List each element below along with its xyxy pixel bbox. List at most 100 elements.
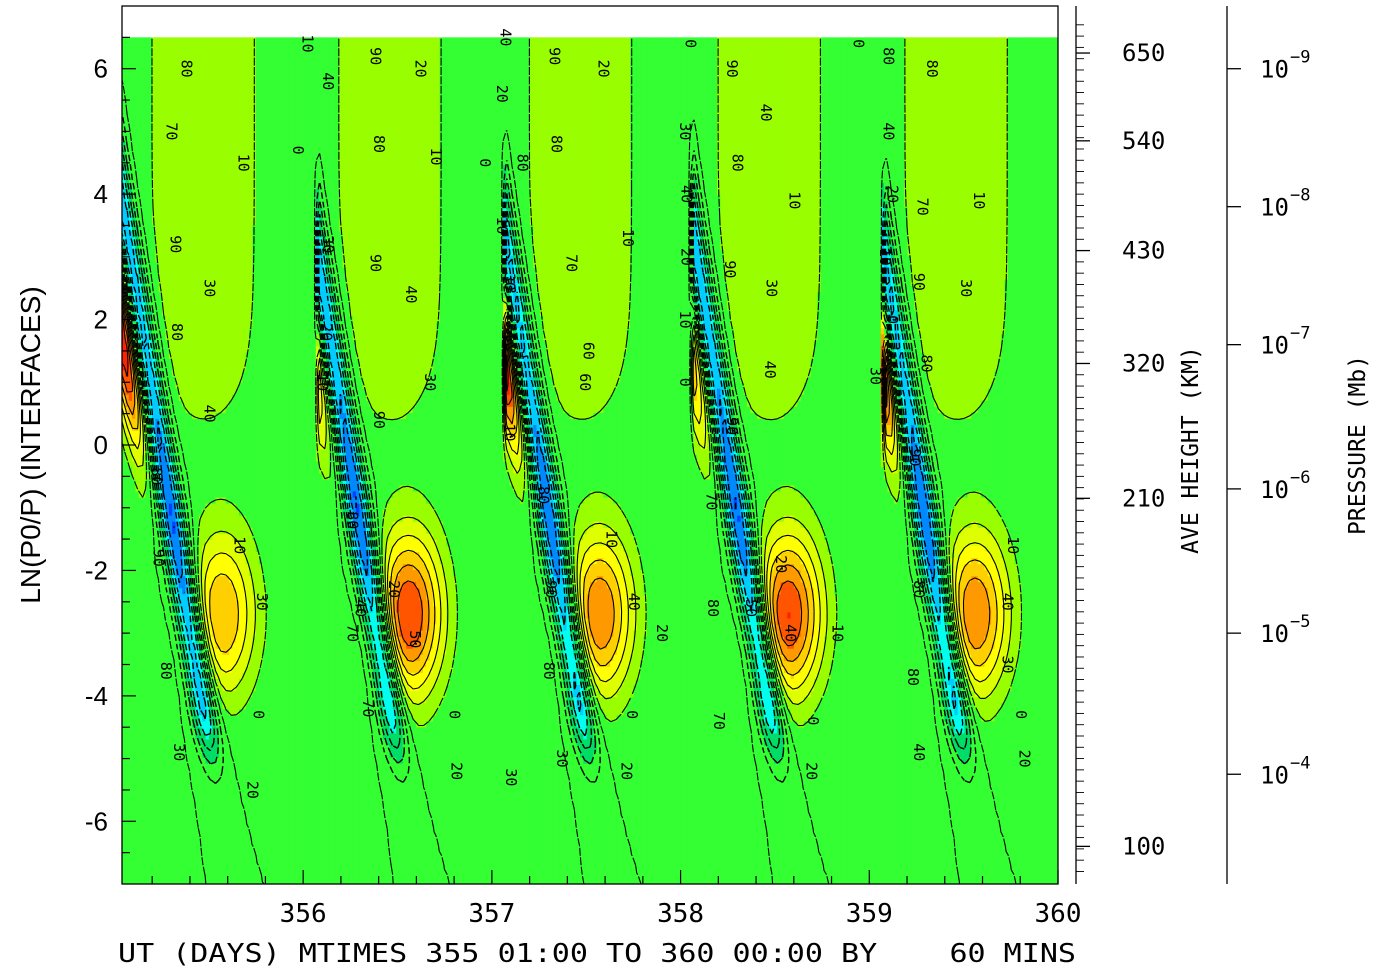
heatmap-cell [255,678,260,884]
heatmap-cell [967,545,972,565]
heatmap-cell [559,539,564,559]
heatmap-cell [158,291,163,371]
heatmap-cell [245,666,250,704]
heatmap-cell [175,503,180,522]
heatmap-cell [452,654,457,884]
heatmap-cell [312,37,317,884]
heatmap-cell [573,654,578,673]
heatmap-cell [382,738,387,884]
heatmap-cell [720,454,725,474]
heatmap-cell [536,291,541,377]
heatmap-cell [927,382,932,462]
heatmap-cell [680,37,685,884]
heatmap-cell [396,660,401,667]
heatmap-cell [506,472,511,884]
heatmap-cell [981,527,986,546]
heatmap-cell [884,200,889,232]
heatmap-cell [242,642,247,673]
heatmap-cell [596,575,601,649]
heatmap-cell [773,690,778,722]
heatmap-cell [426,630,431,661]
heatmap-cell [827,678,832,884]
heatmap-cell [539,315,544,395]
heatmap-cell [961,648,965,655]
heatmap-cell [356,503,360,516]
heatmap-cell [122,170,126,190]
heatmap-cell [974,696,979,710]
contour-label: 80 [178,60,196,78]
contour-label: 40 [678,185,696,203]
heatmap-cell [977,545,982,565]
heatmap-cell [442,696,447,884]
heatmap-cell [603,581,608,649]
heatmap-cell [546,454,551,468]
heatmap-cell [800,394,805,498]
heatmap-cell [733,533,738,546]
heatmap-cell [920,563,925,589]
heatmap-cell [790,581,795,649]
heatmap-cell [503,303,508,311]
heatmap-cell [409,412,414,486]
heatmap-cell [563,630,568,655]
contour-line [122,286,998,676]
heatmap-cell [984,587,989,637]
heatmap-cell [262,648,267,884]
heatmap-cell [158,484,163,504]
heatmap-cell [178,484,183,516]
heatmap-cell [429,557,434,583]
heatmap-cell [770,623,775,637]
heatmap-cell [516,297,521,329]
heatmap-cell [138,37,143,250]
heatmap-cell [559,406,564,510]
heatmap-cell [887,424,892,438]
heatmap-cell [803,37,808,383]
heatmap-cell [1011,37,1016,546]
heatmap-cell [162,527,167,552]
heatmap-cell [616,690,621,716]
heatmap-cell [563,684,568,884]
heatmap-cell [997,515,1002,546]
heatmap-cell [590,714,594,764]
heatmap-cell [1027,37,1032,884]
heatmap-cell [763,744,768,884]
heatmap-cell [727,490,731,504]
heatmap-cell [212,37,217,419]
heatmap-cell [767,611,772,631]
heatmap-cell [930,599,935,613]
heatmap-cell [750,37,755,413]
heatmap-cell [951,37,955,419]
heatmap-cell [509,448,514,462]
pressure-axis-title: PRESSURE (Mb) [1345,355,1371,535]
heatmap-cell [914,424,919,444]
heatmap-cell [613,575,618,655]
heatmap-cell [790,660,795,679]
heatmap-cell [997,575,1002,655]
heatmap-cell [586,672,591,698]
heatmap-cell [760,418,765,522]
heatmap-cell [964,37,969,419]
heatmap-cell [633,630,638,686]
heatmap-cell [573,696,578,716]
heatmap-cell [175,37,180,389]
heatmap-cell [152,472,157,884]
heatmap-cell [419,599,424,631]
heatmap-cell [707,430,711,480]
heatmap-cell [773,490,778,522]
heatmap-cell [145,478,150,884]
heatmap-cell [419,37,424,395]
heatmap-cell [1014,563,1019,667]
heatmap-cell [944,418,949,595]
heatmap-cell [773,521,778,540]
heatmap-cell [777,37,782,419]
heatmap-cell [533,394,538,425]
heatmap-cell [977,490,982,528]
heatmap-cell [737,37,742,371]
heatmap-cell [1021,37,1026,884]
heatmap-cell [981,642,986,667]
heatmap-cell [142,37,146,268]
heatmap-cell [894,472,899,504]
heatmap-cell [717,430,721,444]
heatmap-cell [356,466,360,480]
heatmap-cell [793,37,798,407]
heatmap-cell [991,533,996,559]
